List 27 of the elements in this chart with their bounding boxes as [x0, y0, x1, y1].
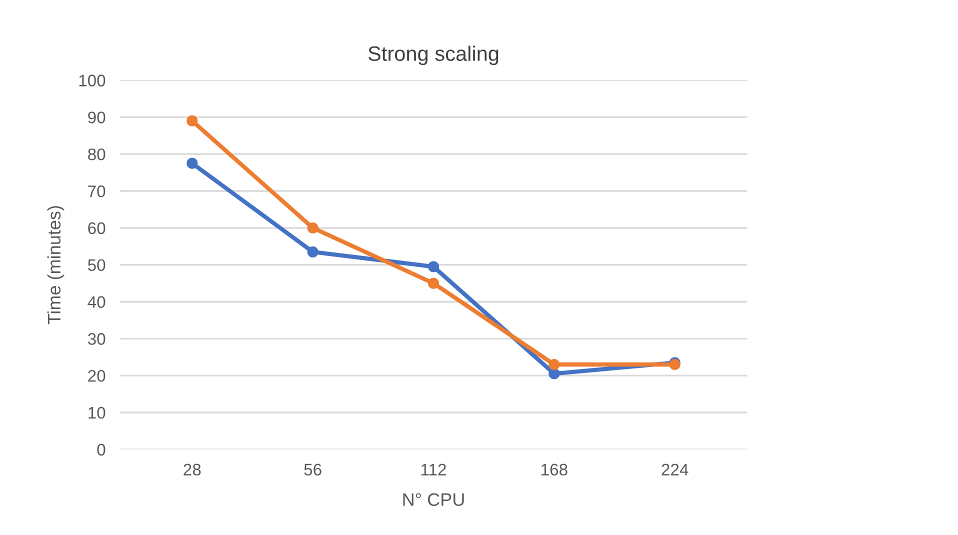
- y-tick-label: 70: [88, 185, 106, 198]
- point: [307, 246, 318, 258]
- x-axis-title: N° CPU: [403, 493, 464, 506]
- point: [186, 115, 198, 126]
- y-axis-title: Time (minutes): [47, 206, 64, 324]
- y-tick-label: 100: [79, 74, 106, 86]
- x-tick-label: 224: [662, 464, 688, 476]
- y-tick-label: 90: [88, 112, 106, 124]
- y-tick-label: 10: [88, 406, 106, 419]
- y-tick-label: 0: [97, 444, 106, 456]
- y-tick-label: 40: [88, 296, 106, 308]
- point: [548, 368, 560, 380]
- y-tick-label: 30: [88, 333, 106, 345]
- x-tick-label: 56: [304, 464, 322, 476]
- x-tick-label: 112: [421, 464, 446, 476]
- point: [307, 222, 318, 234]
- x-tick-label: 168: [542, 464, 568, 476]
- point: [428, 278, 440, 289]
- point: [548, 358, 560, 370]
- y-tick-label: 80: [88, 148, 106, 160]
- y-tick-label: 60: [88, 222, 106, 234]
- y-tick-label: 20: [88, 370, 106, 382]
- point: [186, 158, 198, 169]
- y-tick-label: 50: [88, 259, 106, 272]
- chart-title: Strong scaling: [368, 46, 498, 66]
- point: [428, 261, 440, 272]
- x-tick-label: 28: [184, 464, 201, 476]
